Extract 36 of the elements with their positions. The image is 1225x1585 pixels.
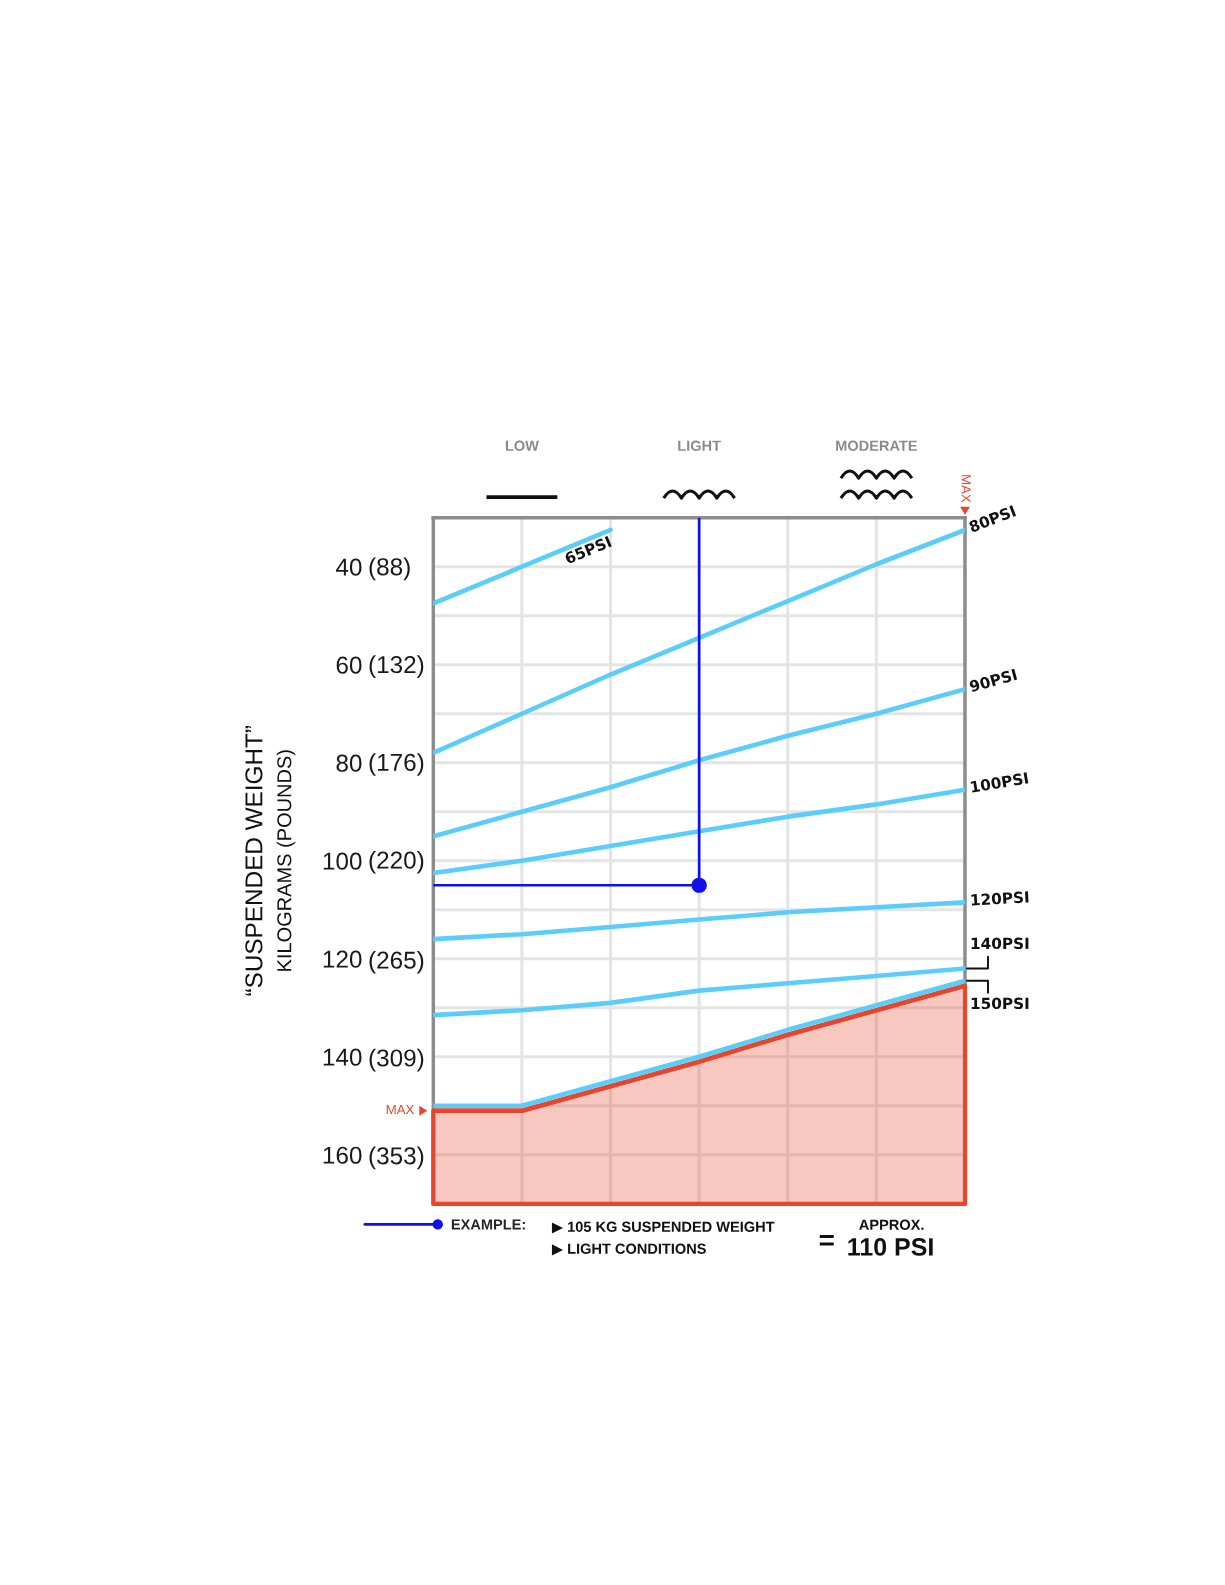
legend-label: EXAMPLE: [451, 1219, 525, 1230]
line-series [433, 966, 965, 1018]
y2-tick-label: (88) [369, 557, 410, 581]
y-tick-label: 120 [323, 950, 362, 968]
text: = [819, 1234, 834, 1246]
y-tick-label: 40 [335, 558, 362, 576]
series-label: 140PSI [971, 937, 1029, 950]
text: APPROX. [859, 1219, 924, 1230]
y2-tick-label: (176) [369, 753, 424, 776]
y-tick-label: 100 [323, 852, 362, 870]
y2-tick-label: (132) [369, 655, 424, 678]
y-tick-label: 80 [336, 754, 362, 772]
series-label: 150PSI [971, 997, 1029, 1010]
y-tick-label: 60 [336, 656, 362, 674]
text: 110 PSI [848, 1238, 933, 1256]
line-series [433, 527, 965, 756]
text: 90PSI [968, 668, 1018, 693]
text: 100PSI [970, 772, 1029, 793]
y-tick-label: 160 [323, 1146, 362, 1164]
y-axis-title: “SUSPENDED WEIGHT” KILOGRAMS (POUNDS) [245, 725, 296, 996]
line-series [433, 686, 965, 839]
y2-tick-label: (309) [369, 1048, 424, 1072]
y2-tick-label: (265) [369, 950, 424, 974]
y-tick-label: 140 [323, 1048, 362, 1066]
text: MAX [386, 1105, 415, 1115]
text: ▶ LIGHT CONDITIONS [551, 1243, 706, 1256]
line-series [433, 900, 965, 942]
x-tick-label: LIGHT [678, 440, 721, 451]
text: MAX [961, 475, 971, 503]
x-tick-label: LOW [505, 440, 539, 451]
y2-tick-label: (353) [369, 1146, 424, 1170]
text: ▶ 105 KG SUSPENDED WEIGHT [551, 1221, 775, 1234]
series-label: 120PSI [971, 891, 1029, 906]
line-series [433, 787, 965, 876]
x-tick-label: MODERATE [836, 440, 917, 451]
y2-tick-label: (220) [369, 850, 424, 874]
